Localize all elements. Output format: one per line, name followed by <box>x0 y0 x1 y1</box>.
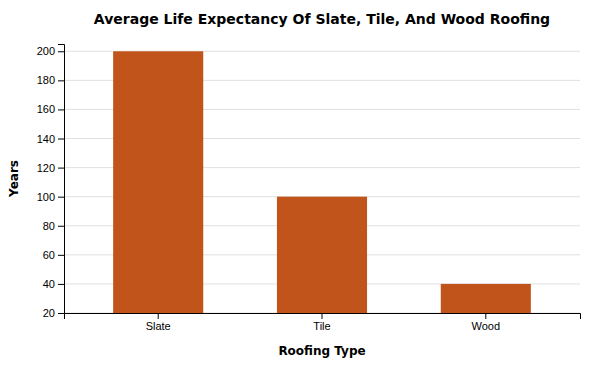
bar <box>113 51 203 313</box>
tick-label: 140 <box>37 133 55 145</box>
tick-mark <box>485 313 486 319</box>
tick-mark <box>58 139 64 140</box>
tick-label: 160 <box>37 103 55 115</box>
tick: 200 <box>37 45 64 57</box>
tick-label: 60 <box>43 249 55 261</box>
tick-label: Slate <box>146 320 171 332</box>
tick-label: 80 <box>43 220 55 232</box>
axis-line <box>58 45 65 314</box>
tick-mark <box>158 313 159 319</box>
tick: 180 <box>37 74 64 86</box>
tick-mark <box>58 284 64 285</box>
tick: 20 <box>43 307 64 319</box>
tick-label: 200 <box>37 45 55 57</box>
tick: 40 <box>43 278 64 290</box>
tick: 100 <box>37 191 64 203</box>
tick-mark <box>58 197 64 198</box>
tick: 80 <box>43 220 64 232</box>
y-axis-title: Years <box>7 160 21 198</box>
tick: Wood <box>472 313 501 332</box>
bar <box>277 197 367 313</box>
chart-container: 20 40 60 80 100 120 140 160 180 200 Slate Tile Wood A… <box>0 0 600 371</box>
tick-mark <box>322 313 323 319</box>
axis-line <box>65 314 581 320</box>
bar <box>441 284 531 313</box>
tick: 120 <box>37 162 64 174</box>
y-axis: 20 40 60 80 100 120 140 160 180 200 <box>37 45 65 320</box>
tick-label: 20 <box>43 307 55 319</box>
tick-mark <box>58 226 64 227</box>
plot-area: 20 40 60 80 100 120 140 160 180 200 Slate Tile Wood <box>37 45 581 343</box>
tick-mark <box>58 168 64 169</box>
tick-label: 180 <box>37 74 55 86</box>
chart-svg: 20 40 60 80 100 120 140 160 180 200 Slate Tile Wood A… <box>0 0 600 371</box>
x-axis: Slate Tile Wood <box>65 313 581 332</box>
tick: 160 <box>37 103 64 115</box>
bars <box>113 51 531 313</box>
tick: Slate <box>146 313 171 332</box>
tick-mark <box>58 51 64 52</box>
tick-label: Wood <box>472 320 501 332</box>
tick-label: 40 <box>43 278 55 290</box>
tick: 60 <box>43 249 64 261</box>
tick-label: Tile <box>313 320 330 332</box>
title: Average Life Expectancy Of Slate, Tile, … <box>94 11 550 27</box>
tick: Tile <box>313 313 330 332</box>
tick-mark <box>58 313 64 314</box>
x-axis-title: Roofing Type <box>278 344 365 358</box>
tick-label: 100 <box>37 191 55 203</box>
tick: 140 <box>37 133 64 145</box>
tick-mark <box>58 80 64 81</box>
tick-mark <box>58 109 64 110</box>
tick-label: 120 <box>37 162 55 174</box>
tick-mark <box>58 255 64 256</box>
